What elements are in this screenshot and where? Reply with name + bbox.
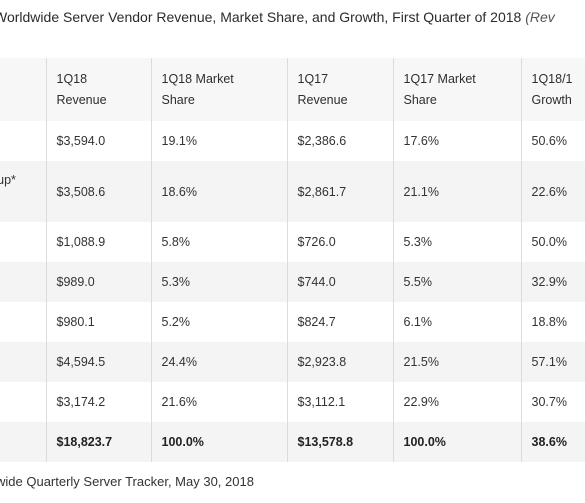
cell-1q17-revenue: $824.7 — [286, 302, 393, 342]
cell-1q18-revenue: $3,508.6 — [45, 161, 151, 222]
cell-1q18-revenue: $3,174.2 — [45, 382, 151, 422]
cell-1q17-share: 22.9% — [392, 382, 521, 422]
cell-1q18-share: 18.6% — [150, 161, 287, 222]
table-row: roup* $3,508.6 18.6% $2,861.7 21.1% 22.6… — [0, 161, 585, 222]
cell-1q18-revenue: $980.1 — [45, 302, 151, 342]
cell-1q18-revenue: $3,594.0 — [45, 121, 151, 161]
table-row: $3,594.0 19.1% $2,386.6 17.6% 50.6% — [0, 121, 585, 161]
vendor-cell — [0, 422, 46, 462]
cell-1q17-share: 17.6% — [392, 121, 521, 161]
cell-1q18-share: 24.4% — [150, 342, 287, 382]
cell-1q17-revenue: $744.0 — [286, 262, 393, 302]
cell-growth: 32.9% — [520, 262, 585, 302]
total-1q18-share: 100.0% — [150, 422, 287, 462]
title-main: Worldwide Server Vendor Revenue, Market … — [0, 9, 522, 25]
header-1q17-revenue: 1Q17 Revenue — [286, 58, 393, 121]
title-subtitle: (Rev — [525, 9, 555, 25]
header-row: 1Q18 Revenue 1Q18 Market Share 1Q17 Revenue… — [0, 58, 585, 121]
table-row: $980.1 5.2% $824.7 6.1% 18.8% — [0, 302, 585, 342]
cell-1q17-share: 21.1% — [392, 161, 521, 222]
table-row: $4,594.5 24.4% $2,923.8 21.5% 57.1% — [0, 342, 585, 382]
vendor-cell — [0, 342, 46, 382]
cell-1q18-revenue: $1,088.9 — [45, 222, 151, 262]
total-row: $18,823.7 100.0% $13,578.8 100.0% 38.6% — [0, 422, 585, 462]
cell-1q18-share: 5.2% — [150, 302, 287, 342]
cell-growth: 50.6% — [520, 121, 585, 161]
cell-1q18-share: 21.6% — [150, 382, 287, 422]
header-1q18-revenue: 1Q18 Revenue — [45, 58, 151, 121]
table-row: $989.0 5.3% $744.0 5.5% 32.9% — [0, 262, 585, 302]
cell-1q17-revenue: $2,861.7 — [286, 161, 393, 222]
total-growth: 38.6% — [520, 422, 585, 462]
table-row: $1,088.9 5.8% $726.0 5.3% 50.0% — [0, 222, 585, 262]
cell-1q17-revenue: $2,386.6 — [286, 121, 393, 161]
vendor-cell — [0, 302, 46, 342]
cell-1q18-revenue: $4,594.5 — [45, 342, 151, 382]
cell-1q18-share: 5.8% — [150, 222, 287, 262]
cell-1q18-share: 5.3% — [150, 262, 287, 302]
cell-1q17-share: 5.5% — [392, 262, 521, 302]
table-row: $3,174.2 21.6% $3,112.1 22.9% 30.7% — [0, 382, 585, 422]
cell-1q17-share: 5.3% — [392, 222, 521, 262]
vendor-cell — [0, 121, 46, 161]
vendor-cell — [0, 382, 46, 422]
server-vendor-table: 1Q18 Revenue 1Q18 Market Share 1Q17 Revenue… — [0, 58, 585, 462]
header-growth: 1Q18/1 Growth — [520, 58, 585, 121]
vendor-cell — [0, 222, 46, 262]
source-note: wide Quarterly Server Tracker, May 30, 2… — [0, 474, 254, 489]
cell-1q17-revenue: $3,112.1 — [286, 382, 393, 422]
cell-growth: 57.1% — [520, 342, 585, 382]
cell-growth: 22.6% — [520, 161, 585, 222]
vendor-cell: roup* — [0, 161, 46, 222]
cell-1q17-share: 21.5% — [392, 342, 521, 382]
cell-1q18-revenue: $989.0 — [45, 262, 151, 302]
cell-growth: 18.8% — [520, 302, 585, 342]
total-1q18-revenue: $18,823.7 — [45, 422, 151, 462]
cell-growth: 30.7% — [520, 382, 585, 422]
vendor-cell — [0, 262, 46, 302]
total-1q17-revenue: $13,578.8 — [286, 422, 393, 462]
cell-1q17-revenue: $2,923.8 — [286, 342, 393, 382]
cell-1q17-share: 6.1% — [392, 302, 521, 342]
cell-1q18-share: 19.1% — [150, 121, 287, 161]
cell-growth: 50.0% — [520, 222, 585, 262]
header-vendor — [0, 58, 46, 121]
total-1q17-share: 100.0% — [392, 422, 521, 462]
table-title: Worldwide Server Vendor Revenue, Market … — [0, 0, 585, 34]
header-1q18-share: 1Q18 Market Share — [150, 58, 287, 121]
cell-1q17-revenue: $726.0 — [286, 222, 393, 262]
header-1q17-share: 1Q17 Market Share — [392, 58, 521, 121]
